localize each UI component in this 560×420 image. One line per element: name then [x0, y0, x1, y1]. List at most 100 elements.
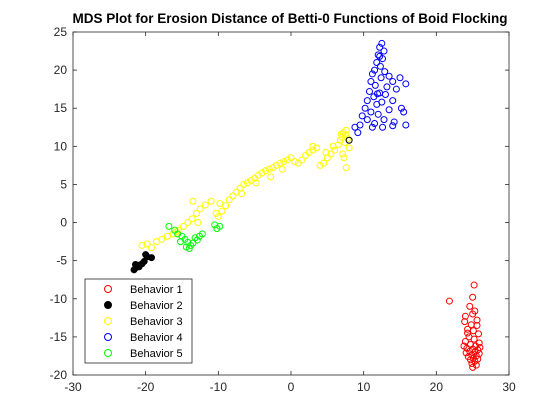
legend-label-3: Behavior 3 — [130, 316, 183, 328]
legend-marker-3 — [104, 317, 112, 325]
point-series3-2 — [147, 244, 155, 252]
point-series3-24 — [243, 179, 251, 187]
point-series3-39 — [298, 156, 306, 164]
point-series3-69 — [267, 173, 275, 181]
legend-label-2: Behavior 2 — [130, 300, 183, 312]
legend-label-5: Behavior 5 — [130, 348, 183, 360]
point-series5-13 — [216, 222, 224, 230]
point-series4-9 — [368, 70, 376, 78]
point-series1-32 — [472, 361, 480, 369]
legend-marker-4 — [104, 333, 112, 341]
point-series3-61 — [339, 150, 347, 158]
point-series5-0 — [165, 222, 173, 230]
point-series3-12 — [196, 205, 204, 213]
point-series1-9 — [469, 327, 477, 335]
point-series3-13 — [201, 201, 209, 209]
point-series4-44 — [376, 52, 384, 60]
point-series4-0 — [378, 39, 386, 47]
point-series3-67 — [238, 190, 246, 198]
legend-marker-1 — [104, 285, 112, 293]
point-series4-5 — [373, 58, 381, 66]
point-series3-68 — [252, 179, 260, 187]
legend-label-1: Behavior 1 — [130, 284, 183, 296]
x-tick-label-2: -10 — [210, 380, 228, 394]
point-series3-44 — [316, 161, 324, 169]
point-series1-13 — [461, 337, 469, 345]
point-series5-14 — [211, 221, 219, 229]
point-series3-57 — [342, 126, 350, 134]
point-series3-62 — [309, 142, 317, 150]
point-series1-37 — [473, 321, 481, 329]
point-series4-27 — [367, 108, 375, 116]
point-series3-14 — [207, 197, 215, 205]
legend: Behavior 1 Behavior 2 Behavior 3 Behavior 4… — [84, 278, 193, 364]
point-series3-32 — [272, 161, 280, 169]
point-series3-56 — [337, 130, 345, 138]
point-series5-11 — [198, 230, 206, 238]
point-series2-9 — [131, 260, 139, 268]
x-tick-label-1: -20 — [137, 380, 155, 394]
point-series1-34 — [476, 344, 484, 352]
point-series3-45 — [320, 159, 328, 167]
point-series4-31 — [358, 112, 366, 120]
y-tick-label-9: 25 — [54, 25, 68, 39]
point-series3-16 — [214, 212, 222, 220]
point-series4-17 — [365, 87, 373, 95]
point-series4-30 — [397, 104, 405, 112]
point-series3-20 — [229, 192, 237, 200]
point-series3-28 — [258, 169, 266, 177]
point-series1-2 — [445, 297, 453, 305]
y-tick-label-4: 0 — [60, 216, 67, 230]
point-series3-30 — [265, 165, 273, 173]
point-series4-36 — [400, 108, 408, 116]
point-series4-11 — [389, 78, 397, 86]
point-series3-47 — [327, 150, 335, 158]
point-series4-7 — [371, 66, 379, 74]
point-series3-27 — [254, 171, 262, 179]
point-series4-13 — [402, 80, 410, 88]
point-series4-41 — [389, 122, 397, 130]
point-series1-31 — [468, 360, 476, 368]
point-series4-1 — [376, 43, 384, 51]
point-series4-2 — [380, 47, 388, 55]
point-series3-37 — [291, 158, 299, 166]
point-series1-3 — [466, 302, 474, 310]
point-series3-23 — [240, 180, 248, 188]
points-layer — [130, 39, 484, 371]
point-series1-1 — [469, 293, 477, 301]
point-extra0-0 — [345, 136, 353, 144]
point-series3-48 — [331, 146, 339, 154]
point-series5-8 — [177, 238, 185, 246]
point-series1-10 — [474, 330, 482, 338]
point-series3-10 — [188, 215, 196, 223]
point-series4-28 — [374, 110, 382, 118]
point-series4-26 — [361, 104, 369, 112]
point-series1-35 — [460, 342, 468, 350]
point-series4-32 — [363, 116, 371, 124]
point-series3-21 — [233, 188, 240, 196]
y-tick-label-2: -10 — [50, 292, 68, 306]
x-tick-label-0: -30 — [64, 380, 82, 394]
point-series3-66 — [216, 200, 224, 207]
y-tick-label-6: 10 — [54, 139, 68, 153]
point-series1-6 — [473, 316, 481, 324]
y-tick-label-5: 5 — [60, 177, 67, 191]
legend-box — [84, 278, 193, 364]
point-series3-9 — [184, 219, 192, 227]
point-series5-15 — [185, 244, 193, 252]
point-series1-12 — [470, 335, 478, 343]
point-series4-38 — [351, 123, 359, 131]
point-series3-4 — [158, 235, 166, 243]
y-tick-label-0: -20 — [50, 368, 68, 382]
point-series4-34 — [380, 116, 388, 124]
point-series3-63 — [189, 197, 197, 205]
point-series5-17 — [193, 236, 201, 244]
point-series4-46 — [373, 90, 381, 98]
point-series4-42 — [402, 121, 410, 129]
point-series1-0 — [470, 281, 478, 289]
point-series3-19 — [225, 196, 233, 204]
point-series3-70 — [278, 165, 286, 173]
point-series4-3 — [374, 51, 382, 59]
point-series4-33 — [371, 119, 379, 127]
y-tick-label-1: -15 — [50, 330, 68, 344]
